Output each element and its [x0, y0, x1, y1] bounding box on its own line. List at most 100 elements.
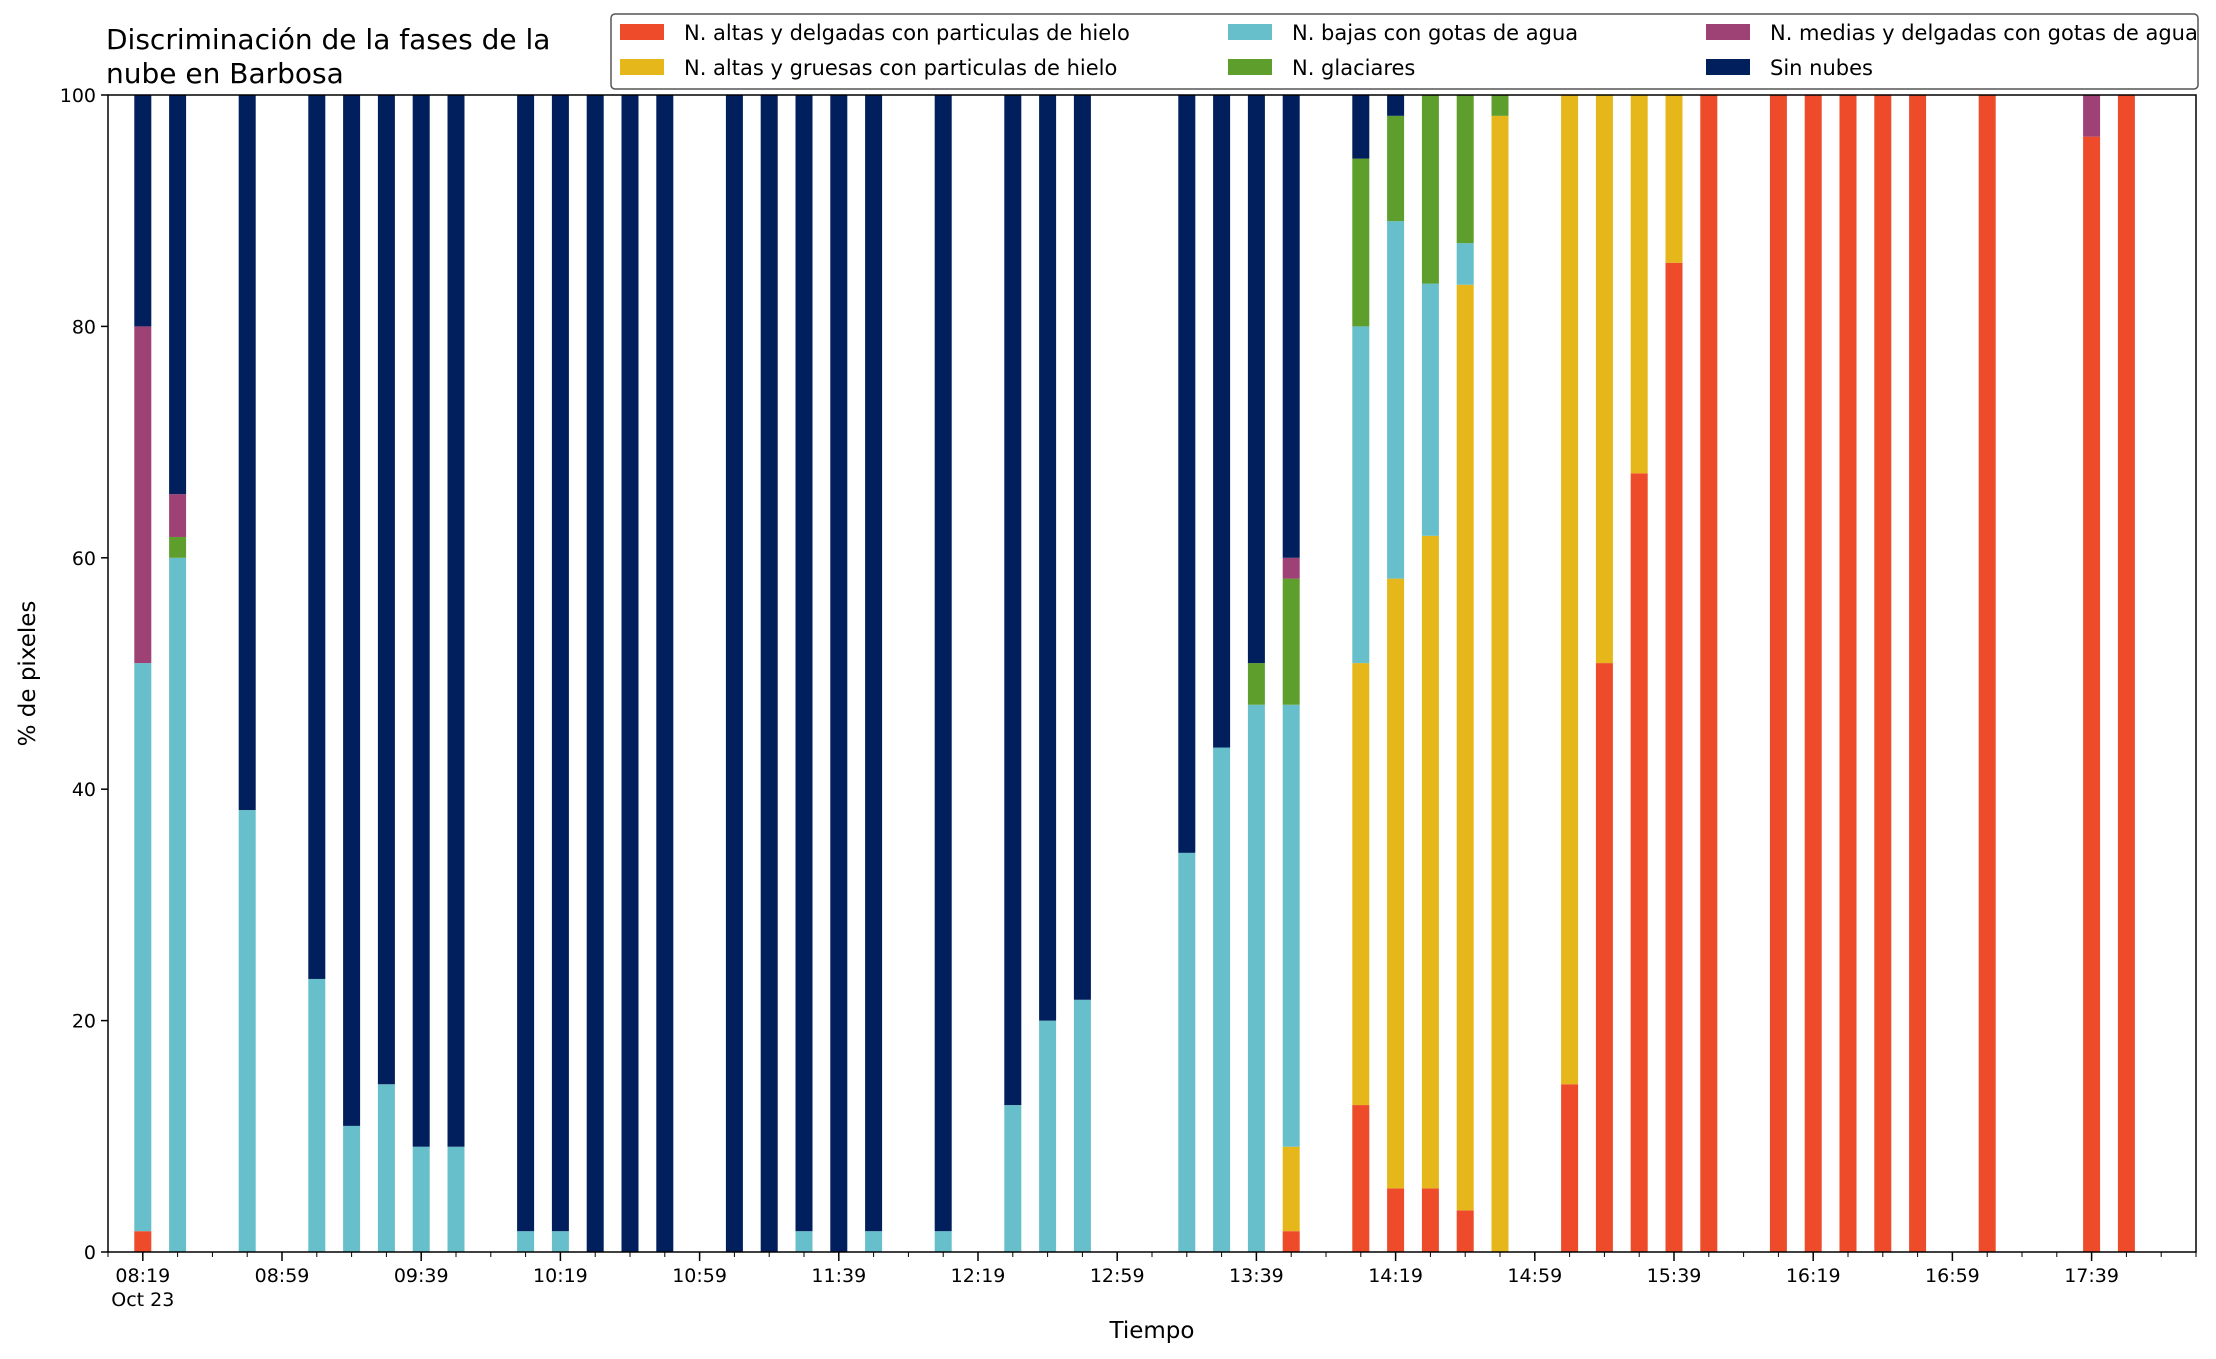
bar-segment-altas_delgadas-1649 [1909, 95, 1926, 1252]
legend-label-medias: N. medias y delgadas con gotas de agua [1770, 21, 2198, 45]
y-tick-label: 60 [72, 548, 96, 570]
bar-segment-altas_gruesas-1529 [1631, 95, 1648, 473]
legend-swatch-sin_nubes [1706, 59, 1750, 75]
bar-segment-glaciares-1349 [1283, 579, 1300, 705]
bar-segment-sin_nubes-1229 [1004, 95, 1021, 1105]
x-tick-sublabel: Oct 23 [111, 1289, 174, 1311]
bar-segment-altas_gruesas-1449 [1492, 116, 1509, 1252]
bar-segment-sin_nubes-1239 [1039, 95, 1056, 1021]
x-tick-label: 16:59 [1925, 1265, 1980, 1287]
bar-segment-bajas-0819 [134, 663, 151, 1231]
bar-segment-sin_nubes-1049 [656, 95, 673, 1252]
bar-segment-sin_nubes-1019 [552, 95, 569, 1231]
x-tick-label: 11:39 [811, 1265, 866, 1287]
bar-segment-sin_nubes-1139 [830, 95, 847, 1252]
x-tick-label: 14:59 [1507, 1265, 1562, 1287]
bar-segment-altas_delgadas-1509 [1561, 1084, 1578, 1252]
y-tick-label: 100 [60, 85, 96, 107]
bar-segment-sin_nubes-1339 [1248, 95, 1265, 663]
bar-segment-bajas-1009 [517, 1231, 534, 1252]
bar-segment-altas_delgadas-1639 [1874, 95, 1891, 1252]
bar-segment-sin_nubes-1109 [726, 95, 743, 1252]
bar-segment-bajas-1329 [1213, 748, 1230, 1252]
bar-segment-bajas-1349 [1283, 705, 1300, 1147]
y-tick-label: 40 [72, 779, 96, 801]
bar-segment-altas_gruesas-1429 [1422, 536, 1439, 1189]
x-tick-label: 12:59 [1090, 1265, 1145, 1287]
bar-segment-altas_delgadas-1539 [1666, 263, 1683, 1252]
bar-segment-altas_delgadas-1429 [1422, 1188, 1439, 1252]
bar-segment-sin_nubes-1009 [517, 95, 534, 1231]
bar-segment-altas_delgadas-1609 [1770, 95, 1787, 1252]
bar-segment-sin_nubes-1409 [1352, 95, 1369, 159]
x-tick-label: 08:19 [115, 1265, 170, 1287]
bar-segment-sin_nubes-1249 [1074, 95, 1091, 1000]
legend-label-bajas: N. bajas con gotas de agua [1292, 21, 1578, 45]
bar-segment-sin_nubes-1119 [761, 95, 778, 1252]
chart-container: 0 20 40 60 80 100 08:19 Oct 23 08:59 09:39 10:19 1… [0, 0, 2216, 1355]
bar-segment-altas_gruesas-1509 [1561, 95, 1578, 1084]
bar-segment-bajas-0939 [413, 1147, 430, 1252]
legend-label-sin_nubes: Sin nubes [1770, 56, 1873, 80]
bar-segment-medias-1349 [1283, 558, 1300, 579]
x-tick-label: 12:19 [951, 1265, 1006, 1287]
bar-segment-bajas-1339 [1248, 705, 1265, 1252]
bar-segment-sin_nubes-1039 [622, 95, 639, 1252]
legend-swatch-altas_gruesas [620, 59, 664, 75]
legend-swatch-altas_delgadas [620, 24, 664, 40]
bar-segment-glaciares-1419 [1387, 116, 1404, 221]
y-axis: 0 20 40 60 80 100 [60, 85, 108, 1264]
chart-title-line-1: Discriminación de la fases de la [106, 23, 550, 56]
bar-segment-bajas-0849 [239, 810, 256, 1252]
bar-segment-bajas-1409 [1352, 326, 1369, 663]
bar-segment-altas_delgadas-1409 [1352, 1105, 1369, 1252]
bar-segment-bajas-1439 [1457, 243, 1474, 285]
x-tick-label: 09:39 [394, 1265, 449, 1287]
bar-segment-bajas-1239 [1039, 1021, 1056, 1252]
bar-segment-sin_nubes-1419 [1387, 95, 1404, 116]
bar-segment-glaciares-1439 [1457, 95, 1474, 243]
bar-segment-sin_nubes-0919 [343, 95, 360, 1126]
legend-swatch-bajas [1228, 24, 1272, 40]
bar-segment-bajas-1429 [1422, 284, 1439, 536]
bar-segment-altas_gruesas-1439 [1457, 285, 1474, 1211]
legend-swatch-glaciares [1228, 59, 1272, 75]
bar-segment-glaciares-1339 [1248, 663, 1265, 705]
x-tick-label: 16:19 [1786, 1265, 1841, 1287]
bar-segment-altas_gruesas-1539 [1666, 95, 1683, 263]
bar-segment-glaciares-1449 [1492, 95, 1509, 116]
bar-segment-sin_nubes-1349 [1283, 95, 1300, 558]
bar-segment-altas_delgadas-1349 [1283, 1231, 1300, 1252]
stacked-bar-chart: 020406080100 08:19Oct 2308:59 09:39 10:19 1… [0, 0, 2216, 1355]
bar-segment-medias-0829 [169, 494, 186, 537]
x-tick-label: 08:59 [255, 1265, 310, 1287]
x-tick-label: 10:19 [533, 1265, 588, 1287]
x-axis-label: Tiempo [1109, 1318, 1195, 1344]
bar-segment-altas_delgadas-1749 [2118, 95, 2135, 1252]
y-tick-label: 20 [72, 1011, 96, 1033]
bar-segment-bajas-0909 [308, 979, 325, 1252]
bar-segment-sin_nubes-0929 [378, 95, 395, 1084]
bar-segment-altas_delgadas-1619 [1805, 95, 1822, 1252]
bar-segment-medias-1739 [2083, 95, 2100, 137]
bar-segment-sin_nubes-0939 [413, 95, 430, 1147]
bar-segment-sin_nubes-1029 [587, 95, 604, 1252]
bar-segment-bajas-0829 [169, 558, 186, 1252]
bar-segment-altas_delgadas-1709 [1979, 95, 1996, 1252]
bar-segment-sin_nubes-0909 [308, 95, 325, 979]
bar-segment-altas_gruesas-1349 [1283, 1147, 1300, 1231]
bar-segment-altas_gruesas-1409 [1352, 663, 1369, 1105]
bar-segment-altas_gruesas-1419 [1387, 579, 1404, 1189]
bar-segment-bajas-1209 [935, 1231, 952, 1252]
bar-segment-bajas-0919 [343, 1126, 360, 1252]
bar-segment-bajas-1229 [1004, 1105, 1021, 1252]
bar-segment-altas_delgadas-0819 [134, 1231, 151, 1252]
bar-segment-sin_nubes-1149 [865, 95, 882, 1231]
bar-segment-altas_delgadas-1439 [1457, 1210, 1474, 1252]
bar-segment-altas_delgadas-1519 [1596, 663, 1613, 1252]
chart-title-line-2: nube en Barbosa [106, 57, 344, 90]
bar-segment-altas_delgadas-1629 [1840, 95, 1857, 1252]
bar-segment-altas_delgadas-1739 [2083, 137, 2100, 1252]
legend-swatch-medias [1706, 24, 1750, 40]
